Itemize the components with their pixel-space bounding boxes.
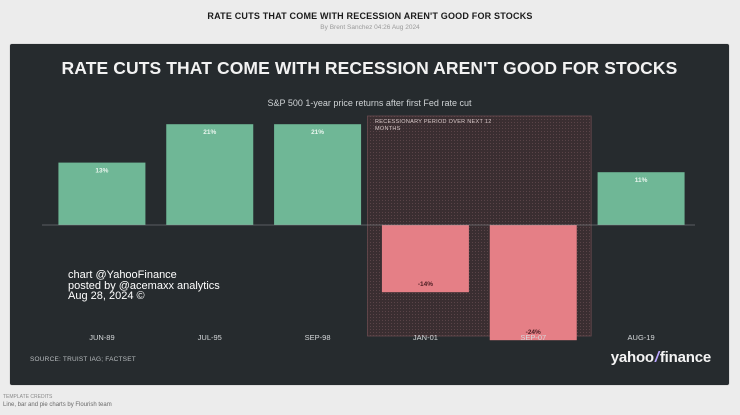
x-tick-sep-07: SEP-07 — [520, 333, 546, 342]
data-label-sep-98: 21% — [311, 129, 324, 136]
data-label-aug-19: 11% — [635, 177, 648, 184]
data-label-sep-07: -24% — [526, 329, 541, 336]
source-note: SOURCE: TRUIST IAG; FACTSET — [30, 356, 136, 363]
byline: By Brent Sanchez 04:26 Aug 2024 — [320, 24, 420, 31]
page-title: RATE CUTS THAT COME WITH RECESSION AREN'… — [207, 11, 533, 21]
chart-card: RATE CUTS THAT COME WITH RECESSION AREN'… — [10, 44, 729, 385]
yahoo-finance-logo: yahoo/finance — [611, 349, 711, 366]
bar-sep-98 — [274, 124, 362, 225]
watermark-text: chart @YahooFinance posted by @acemaxx a… — [68, 270, 220, 302]
x-tick-jun-89: JUN-89 — [89, 333, 114, 342]
footer-made-with: Line, bar and pie charts by Flourish tea… — [3, 402, 112, 408]
x-tick-sep-98: SEP-98 — [305, 333, 331, 342]
x-tick-jul-95: JUL-95 — [198, 333, 222, 342]
chart-subtitle: S&P 500 1-year price returns after first… — [267, 98, 472, 108]
bar-aug-19 — [597, 172, 685, 225]
bar-jul-95 — [166, 124, 254, 225]
brand-part-2: finance — [659, 349, 711, 366]
recession-annotation: RECESSIONARY PERIOD OVER NEXT 12 MONTHS — [375, 119, 492, 132]
data-label-jun-89: 13% — [95, 168, 108, 175]
watermark-line-1: chart @YahooFinance — [68, 269, 177, 281]
brand-part-1: yahoo — [610, 349, 654, 366]
data-label-jan-01: -14% — [418, 281, 433, 288]
footer-credits: TEMPLATE CREDITS — [3, 394, 53, 400]
bar-jan-01 — [381, 225, 469, 293]
brand-slash: / — [654, 349, 659, 366]
watermark-line-2: posted by @acemaxx analytics — [68, 279, 220, 292]
bar-jun-89 — [58, 162, 146, 225]
page-header: RATE CUTS THAT COME WITH RECESSION AREN'… — [0, 0, 740, 40]
x-tick-jan-01: JAN-01 — [413, 333, 438, 342]
x-tick-aug-19: AUG-19 — [628, 333, 655, 342]
bar-chart-plot: 13% JUN-89 21% JUL-95 21% SEP-98 -14% JAN-01 -24… — [42, 115, 695, 342]
chart-title: RATE CUTS THAT COME WITH RECESSION AREN'… — [61, 58, 678, 78]
bar-sep-07 — [489, 225, 577, 341]
data-label-jul-95: 21% — [203, 129, 216, 136]
watermark-line-3: Aug 28, 2024 © — [68, 290, 145, 302]
